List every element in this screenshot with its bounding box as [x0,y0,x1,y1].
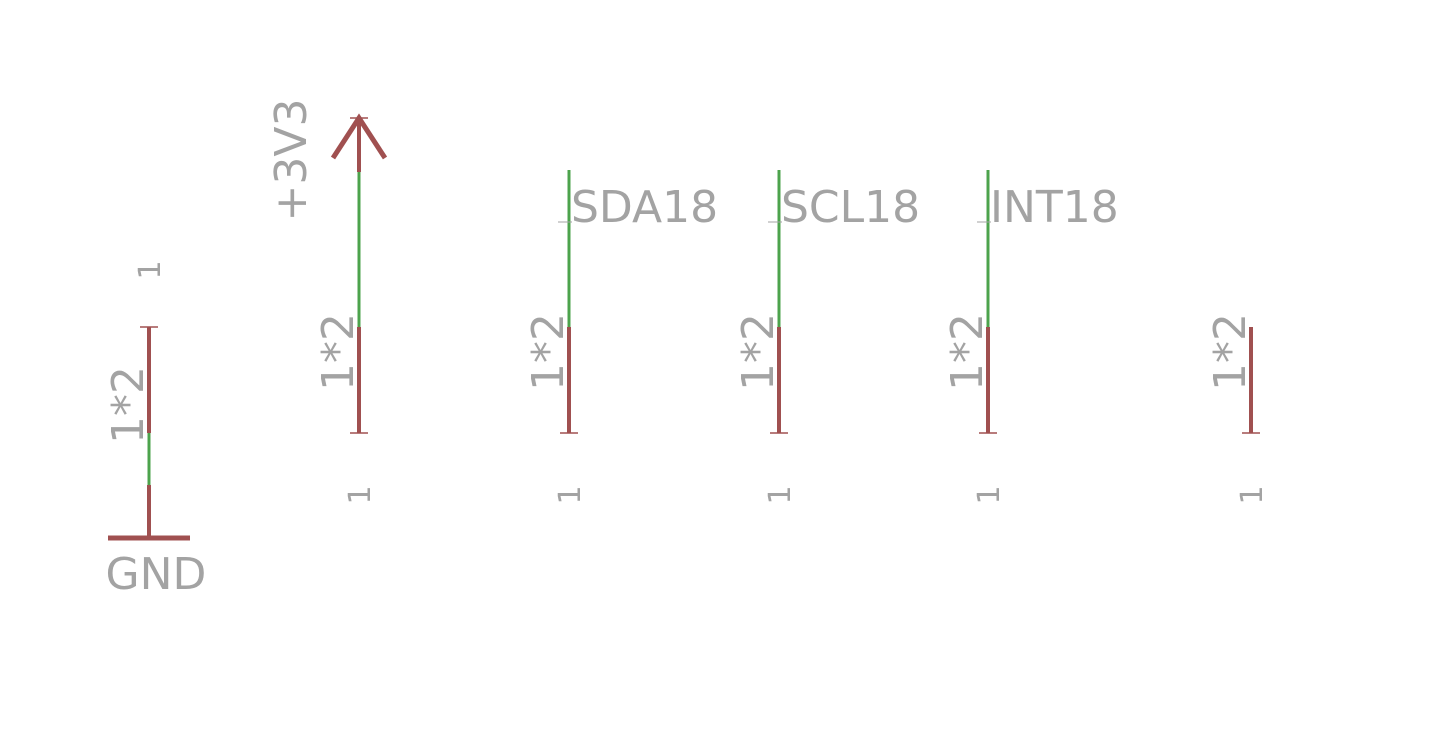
pin-number-label: 1 [133,260,168,279]
part-name-label: 1*2 [523,313,574,391]
vcc-label: +3V3 [266,99,317,222]
net-label-int: INT18 [990,182,1119,233]
part-name-label: 1*2 [313,313,364,391]
vcc-symbol[interactable]: +3V3 [266,99,388,222]
connector-unconnected[interactable]: 1*2 1 [1205,313,1270,505]
pin-number-label: 1 [1235,485,1270,504]
part-name-label: 1*2 [1205,313,1256,391]
gnd-symbol[interactable]: GND [106,535,207,600]
part-name-label: 1*2 [103,366,154,444]
connector-int[interactable]: 1*2 1 INT18 [942,170,1119,505]
pin-number-label: 1 [343,485,378,504]
pin-number-label: 1 [972,485,1007,504]
net-label-scl: SCL18 [781,182,920,233]
connector-scl[interactable]: 1*2 1 SCL18 [733,170,920,505]
connector-gnd[interactable]: 1*2 1 [103,260,168,538]
connector-3v3[interactable]: 1*2 1 [313,170,378,505]
part-name-label: 1*2 [942,313,993,391]
pin-number-label: 1 [553,485,588,504]
pin-number-label: 1 [763,485,798,504]
connector-sda[interactable]: 1*2 1 SDA18 [523,170,718,505]
gnd-label: GND [106,549,207,600]
part-name-label: 1*2 [733,313,784,391]
net-label-sda: SDA18 [571,182,718,233]
